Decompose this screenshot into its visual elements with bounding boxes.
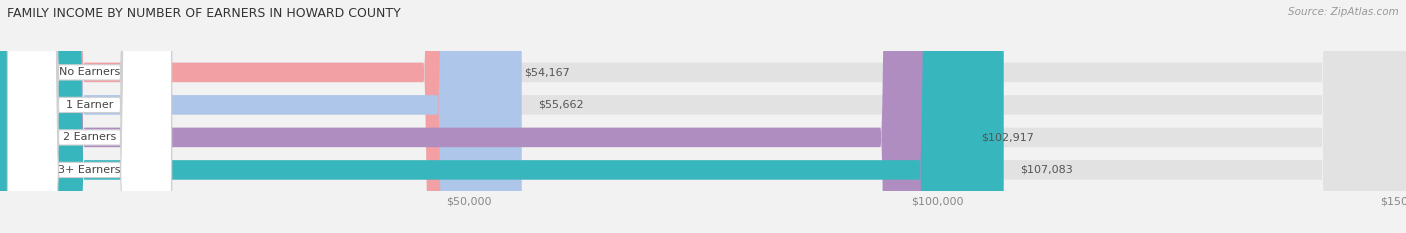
FancyBboxPatch shape <box>0 0 522 233</box>
Text: $54,167: $54,167 <box>524 67 571 77</box>
Text: 2 Earners: 2 Earners <box>63 132 117 142</box>
Text: Source: ZipAtlas.com: Source: ZipAtlas.com <box>1288 7 1399 17</box>
FancyBboxPatch shape <box>7 0 172 233</box>
Text: $107,083: $107,083 <box>1021 165 1073 175</box>
Text: No Earners: No Earners <box>59 67 120 77</box>
FancyBboxPatch shape <box>7 0 172 233</box>
FancyBboxPatch shape <box>7 0 172 233</box>
FancyBboxPatch shape <box>0 0 965 233</box>
Text: $102,917: $102,917 <box>981 132 1035 142</box>
FancyBboxPatch shape <box>0 0 1004 233</box>
FancyBboxPatch shape <box>0 0 508 233</box>
Text: $55,662: $55,662 <box>538 100 585 110</box>
Text: 3+ Earners: 3+ Earners <box>58 165 121 175</box>
FancyBboxPatch shape <box>7 0 172 233</box>
Text: FAMILY INCOME BY NUMBER OF EARNERS IN HOWARD COUNTY: FAMILY INCOME BY NUMBER OF EARNERS IN HO… <box>7 7 401 20</box>
Text: 1 Earner: 1 Earner <box>66 100 114 110</box>
